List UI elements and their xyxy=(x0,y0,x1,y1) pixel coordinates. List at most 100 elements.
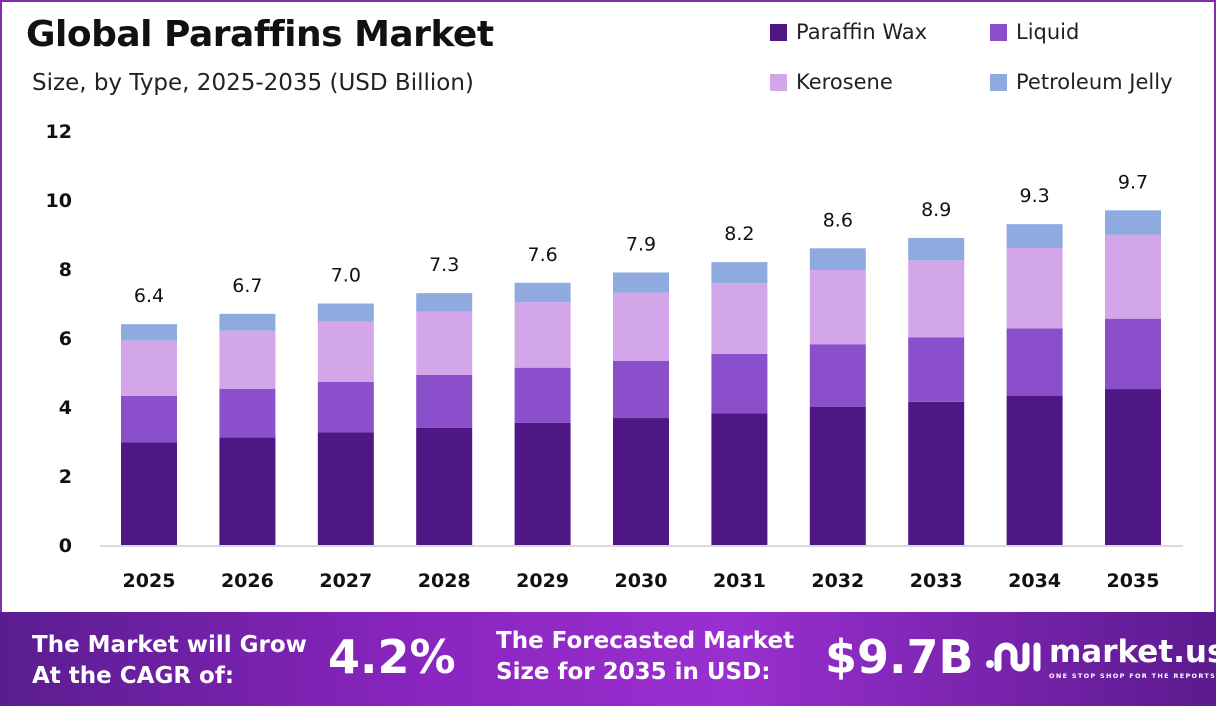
cagr-value: 4.2% xyxy=(328,630,456,684)
bar-segment-paraffin-wax xyxy=(514,422,571,545)
legend-swatch xyxy=(770,23,787,41)
bar-segment-petroleum-jelly xyxy=(711,262,768,284)
x-tick-label: 2025 xyxy=(123,570,176,592)
brand-mark-icon xyxy=(986,642,1041,672)
legend-item-kerosene: Kerosene xyxy=(770,70,893,94)
bar-segment-kerosene xyxy=(711,283,768,354)
bar-segment-liquid xyxy=(613,360,669,419)
legend-item-paraffin-wax: Paraffin Wax xyxy=(770,20,927,44)
y-tick-label: 8 xyxy=(59,259,72,281)
bar-segment-liquid xyxy=(711,353,768,414)
x-tick-label: 2034 xyxy=(1008,570,1061,592)
bar-segment-kerosene xyxy=(121,340,177,396)
legend-label: Liquid xyxy=(1016,20,1080,44)
forecast-value: $9.7B xyxy=(825,630,974,684)
bar-segment-petroleum-jelly xyxy=(1105,210,1161,235)
bar-segment-paraffin-wax xyxy=(121,442,177,545)
footer-banner: The Market will Grow At the CAGR of: 4.2%… xyxy=(0,612,1216,706)
y-tick-label: 0 xyxy=(59,535,72,557)
total-label: 6.7 xyxy=(232,275,262,297)
bar-segment-paraffin-wax xyxy=(416,427,473,545)
bar-segment-kerosene xyxy=(809,270,866,345)
bar-segment-paraffin-wax xyxy=(1006,395,1063,545)
legend-label: Paraffin Wax xyxy=(796,20,928,44)
bar-segment-kerosene xyxy=(514,302,571,368)
y-tick-label: 2 xyxy=(59,466,72,488)
chart-title: Global Paraffins Market xyxy=(26,14,494,55)
brand-tagline: ONE STOP SHOP FOR THE REPORTS xyxy=(1049,672,1216,680)
chart-subtitle: Size, by Type, 2025-2035 (USD Billion) xyxy=(32,70,474,96)
x-tick-label: 2035 xyxy=(1107,570,1160,592)
total-label: 7.0 xyxy=(331,265,361,287)
bar-segment-liquid xyxy=(908,337,965,402)
bar-segment-liquid xyxy=(416,374,473,428)
bar-segment-liquid xyxy=(809,344,866,407)
bar-segment-paraffin-wax xyxy=(613,418,669,545)
x-tick-label: 2027 xyxy=(319,570,372,592)
bar-segment-kerosene xyxy=(219,330,276,389)
bar-segment-petroleum-jelly xyxy=(514,282,571,303)
bar-segment-liquid xyxy=(317,381,374,433)
legend-swatch xyxy=(990,23,1007,41)
x-tick-label: 2029 xyxy=(516,570,569,592)
bar-segment-paraffin-wax xyxy=(908,401,965,545)
legend-label: Kerosene xyxy=(796,70,893,94)
total-label: 9.7 xyxy=(1118,171,1148,193)
total-label: 8.9 xyxy=(921,199,951,221)
bar-segment-paraffin-wax xyxy=(809,406,866,545)
bar-segment-paraffin-wax xyxy=(219,437,276,545)
total-label: 8.6 xyxy=(823,209,853,231)
bar-segment-paraffin-wax xyxy=(317,432,374,545)
cagr-label-line: The Market will Grow xyxy=(32,632,307,658)
total-label: 9.3 xyxy=(1019,185,1049,207)
total-label: 7.3 xyxy=(429,254,459,276)
x-tick-label: 2032 xyxy=(811,570,864,592)
chart-frame xyxy=(0,0,1216,612)
bar-segment-petroleum-jelly xyxy=(317,303,374,322)
x-tick-label: 2030 xyxy=(615,570,668,592)
bar-segment-liquid xyxy=(514,367,571,423)
bar-segment-liquid xyxy=(1006,328,1063,396)
bar-segment-kerosene xyxy=(1006,247,1063,329)
bar-segment-petroleum-jelly xyxy=(416,293,473,312)
bar-segment-petroleum-jelly xyxy=(809,248,866,271)
legend-item-liquid: Liquid xyxy=(990,20,1079,44)
x-tick-label: 2031 xyxy=(713,570,766,592)
bar-segment-kerosene xyxy=(317,321,374,382)
bar-segment-kerosene xyxy=(908,260,965,338)
bar-segment-petroleum-jelly xyxy=(121,324,177,341)
bar-segment-liquid xyxy=(121,395,177,443)
cagr-label-line: At the CAGR of: xyxy=(32,663,235,689)
y-tick-label: 4 xyxy=(59,397,72,419)
legend-item-petroleum-jelly: Petroleum Jelly xyxy=(990,70,1173,94)
bar-segment-paraffin-wax xyxy=(711,413,768,545)
forecast-label-line: Size for 2035 in USD: xyxy=(496,659,771,685)
legend-label: Petroleum Jelly xyxy=(1016,70,1173,94)
total-label: 6.4 xyxy=(134,285,164,307)
y-tick-label: 12 xyxy=(46,121,72,143)
bar-segment-petroleum-jelly xyxy=(908,237,965,261)
bar-segment-liquid xyxy=(219,388,276,438)
total-label: 7.9 xyxy=(626,233,656,255)
x-tick-label: 2033 xyxy=(910,570,963,592)
legend-swatch xyxy=(770,73,787,91)
forecast-label-line: The Forecasted Market xyxy=(496,628,795,654)
cagr-label: The Market will Grow At the CAGR of: xyxy=(32,630,307,692)
bar-segment-kerosene xyxy=(613,292,669,361)
x-tick-label: 2028 xyxy=(418,570,471,592)
bar-segment-kerosene xyxy=(1105,234,1161,319)
y-tick-label: 6 xyxy=(59,328,72,350)
bar-segment-paraffin-wax xyxy=(1105,389,1161,545)
y-tick-label: 10 xyxy=(46,190,72,212)
bar-segment-petroleum-jelly xyxy=(613,272,669,293)
bar-segment-petroleum-jelly xyxy=(1006,224,1063,248)
total-label: 8.2 xyxy=(724,223,754,245)
brand-name: market.us xyxy=(1049,634,1216,670)
bar-segment-petroleum-jelly xyxy=(219,313,276,331)
total-label: 7.6 xyxy=(527,244,557,266)
legend-swatch xyxy=(990,73,1007,91)
stacked-bar-chart: 0 2 4 6 8 10 12 6.4 2025 6.7 2026 7.0 2027 7.3 2028 7.6… xyxy=(46,121,1183,592)
bar-segment-liquid xyxy=(1105,318,1161,390)
bar-segment-kerosene xyxy=(416,311,473,375)
x-tick-label: 2026 xyxy=(221,570,274,592)
